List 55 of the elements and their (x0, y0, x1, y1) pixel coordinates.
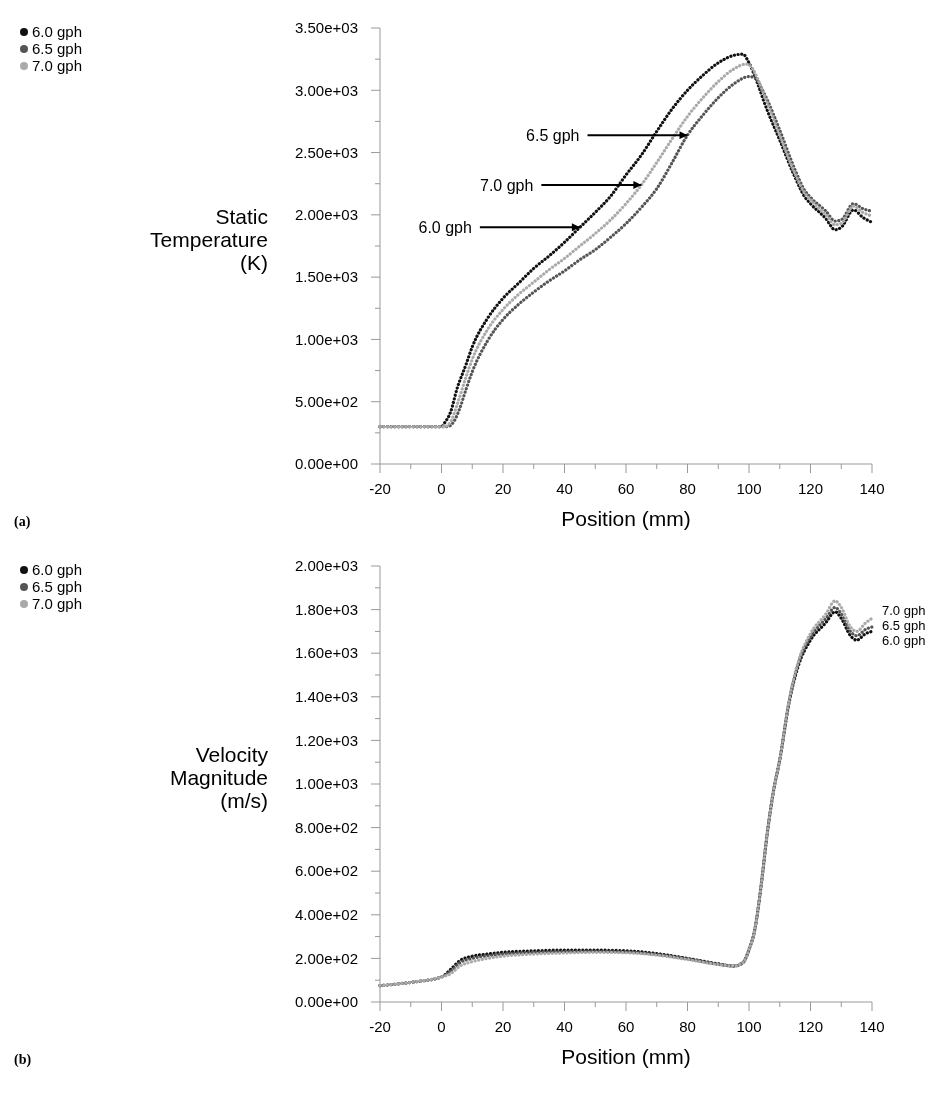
y-tick-label: 4.00e+02 (295, 906, 358, 924)
annotation: 6.5 gph (526, 126, 580, 144)
legend-label: 6.5 gph (32, 40, 83, 58)
y-tick-label: 2.50e+03 (295, 143, 358, 161)
x-tick-label: -20 (369, 480, 391, 497)
x-tick-label: 20 (494, 480, 512, 497)
x-tick-label: 60 (617, 1018, 635, 1035)
x-tick-label: 0 (437, 480, 446, 497)
x-tick-label: 80 (679, 480, 696, 497)
y-tick-label: 1.00e+03 (295, 330, 358, 348)
x-tick-label: 80 (679, 1018, 696, 1035)
y-tick-label: 1.00e+03 (295, 775, 358, 793)
y-tick-label: 1.40e+03 (295, 688, 358, 706)
y-tick-label: 8.00e+02 (295, 818, 358, 836)
y-tick-label: 1.20e+03 (295, 731, 358, 749)
y-tick-label: 1.50e+03 (295, 268, 358, 286)
annotation: 7.0 gph (479, 176, 534, 194)
y-tick-label: 2.00e+03 (295, 557, 358, 575)
legend-label: 7.0 gph (32, 57, 83, 75)
x-axis-title: Position (mm) (561, 507, 691, 530)
x-tick-label: 100 (736, 1018, 762, 1035)
y-tick-label: 0.00e+00 (295, 993, 358, 1011)
y-tick-label: 2.00e+02 (295, 949, 358, 967)
annotation: 6.5 gph (882, 618, 926, 634)
x-tick-label: 40 (556, 480, 573, 497)
legend-label: 6.0 gph (32, 23, 83, 41)
x-tick-label: -20 (369, 1018, 391, 1035)
legend-label: 7.0 gph (32, 595, 83, 613)
y-tick-label: 3.00e+03 (295, 81, 358, 99)
x-tick-label: 120 (797, 480, 824, 497)
y-tick-label: 2.00e+03 (295, 206, 358, 224)
y-axis-title: Velocity Magnitude (m/s) (169, 743, 269, 812)
y-tick-label: 3.50e+03 (295, 19, 358, 37)
y-axis-title: Static Temperature (K) (150, 205, 268, 274)
annotation: 7.0 gph (882, 603, 926, 619)
annotation: 6.0 gph (418, 218, 472, 236)
y-tick-label: 1.60e+03 (295, 644, 358, 662)
text: (b) (14, 1052, 32, 1068)
x-tick-label: 0 (437, 1018, 446, 1035)
x-tick-label: 20 (494, 1018, 512, 1035)
y-tick-label: 1.80e+03 (295, 600, 358, 618)
x-tick-label: 40 (556, 1018, 573, 1035)
x-tick-label: 140 (859, 480, 885, 497)
y-tick-label: 5.00e+02 (295, 392, 358, 410)
y-tick-label: 6.00e+02 (295, 862, 358, 880)
annotation: 6.0 gph (882, 633, 926, 649)
x-tick-label: 140 (859, 1018, 885, 1035)
x-tick-label: 120 (797, 1018, 824, 1035)
legend-label: 6.5 gph (32, 578, 83, 596)
legend-label: 6.0 gph (32, 561, 83, 579)
x-axis-title: Position (mm) (561, 1045, 691, 1068)
y-tick-label: 0.00e+00 (295, 455, 358, 473)
text: (a) (14, 514, 31, 530)
x-tick-label: 60 (617, 480, 635, 497)
x-tick-label: 100 (736, 480, 762, 497)
